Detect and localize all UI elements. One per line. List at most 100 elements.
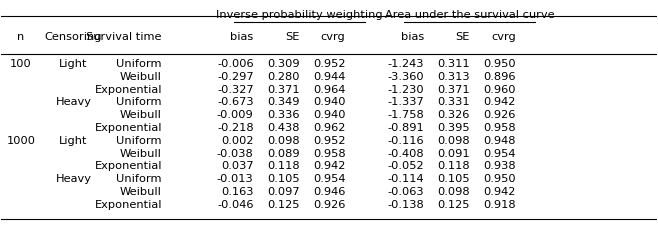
Text: 0.371: 0.371 [267,84,299,94]
Text: -0.218: -0.218 [217,122,253,132]
Text: 0.960: 0.960 [483,84,516,94]
Text: Weibull: Weibull [120,148,162,158]
Text: Heavy: Heavy [55,97,91,107]
Text: -0.297: -0.297 [217,71,253,81]
Text: 0.163: 0.163 [221,186,253,196]
Text: 0.954: 0.954 [313,173,345,183]
Text: 0.948: 0.948 [483,135,516,145]
Text: Light: Light [59,135,88,145]
Text: Survival time: Survival time [86,32,162,42]
Text: Uniform: Uniform [116,173,162,183]
Text: bias: bias [401,32,424,42]
Text: 0.958: 0.958 [313,148,345,158]
Text: -0.408: -0.408 [388,148,424,158]
Text: 0.942: 0.942 [484,186,516,196]
Text: 0.954: 0.954 [483,148,516,158]
Text: Exponential: Exponential [94,199,162,209]
Text: 0.125: 0.125 [267,199,299,209]
Text: 0.918: 0.918 [483,199,516,209]
Text: 0.958: 0.958 [483,122,516,132]
Text: Weibull: Weibull [120,110,162,120]
Text: 0.942: 0.942 [313,161,345,171]
Text: -0.052: -0.052 [388,161,424,171]
Text: 0.098: 0.098 [438,135,470,145]
Text: -1.337: -1.337 [388,97,424,107]
Text: -0.038: -0.038 [217,148,253,158]
Text: 0.946: 0.946 [313,186,345,196]
Text: 0.091: 0.091 [438,148,470,158]
Text: -1.243: -1.243 [388,59,424,69]
Text: 0.098: 0.098 [438,186,470,196]
Text: 0.118: 0.118 [267,161,299,171]
Text: 0.037: 0.037 [221,161,253,171]
Text: SE: SE [285,32,299,42]
Text: 0.926: 0.926 [313,199,345,209]
Text: Exponential: Exponential [94,161,162,171]
Text: 0.950: 0.950 [483,59,516,69]
Text: 0.097: 0.097 [267,186,299,196]
Text: -0.009: -0.009 [217,110,253,120]
Text: -0.673: -0.673 [217,97,253,107]
Text: 0.280: 0.280 [267,71,299,81]
Text: Area under the survival curve: Area under the survival curve [385,10,555,20]
Text: 100: 100 [10,59,32,69]
Text: 0.395: 0.395 [438,122,470,132]
Text: Exponential: Exponential [94,122,162,132]
Text: 0.331: 0.331 [438,97,470,107]
Text: -0.327: -0.327 [217,84,253,94]
Text: cvrg: cvrg [491,32,516,42]
Text: -0.891: -0.891 [388,122,424,132]
Text: Heavy: Heavy [55,173,91,183]
Text: 0.938: 0.938 [483,161,516,171]
Text: Uniform: Uniform [116,135,162,145]
Text: 0.002: 0.002 [221,135,253,145]
Text: 0.964: 0.964 [313,84,345,94]
Text: 0.125: 0.125 [438,199,470,209]
Text: 0.944: 0.944 [313,71,345,81]
Text: 0.952: 0.952 [313,59,345,69]
Text: 0.326: 0.326 [438,110,470,120]
Text: 0.371: 0.371 [438,84,470,94]
Text: Censoring: Censoring [45,32,102,42]
Text: 0.105: 0.105 [267,173,299,183]
Text: 0.896: 0.896 [483,71,516,81]
Text: 0.118: 0.118 [438,161,470,171]
Text: -3.360: -3.360 [388,71,424,81]
Text: 0.309: 0.309 [267,59,299,69]
Text: 0.336: 0.336 [267,110,299,120]
Text: cvrg: cvrg [320,32,345,42]
Text: 0.089: 0.089 [267,148,299,158]
Text: -0.006: -0.006 [217,59,253,69]
Text: 0.438: 0.438 [267,122,299,132]
Text: 0.942: 0.942 [484,97,516,107]
Text: Light: Light [59,59,88,69]
Text: -0.116: -0.116 [388,135,424,145]
Text: n: n [17,32,24,42]
Text: 0.105: 0.105 [438,173,470,183]
Text: Uniform: Uniform [116,97,162,107]
Text: Weibull: Weibull [120,186,162,196]
Text: Exponential: Exponential [94,84,162,94]
Text: -0.114: -0.114 [388,173,424,183]
Text: 0.952: 0.952 [313,135,345,145]
Text: 0.349: 0.349 [267,97,299,107]
Text: 0.940: 0.940 [313,110,345,120]
Text: Inverse probability weighting: Inverse probability weighting [216,10,383,20]
Text: 0.962: 0.962 [313,122,345,132]
Text: 1000: 1000 [7,135,36,145]
Text: 0.950: 0.950 [483,173,516,183]
Text: -0.138: -0.138 [388,199,424,209]
Text: 0.940: 0.940 [313,97,345,107]
Text: 0.098: 0.098 [267,135,299,145]
Text: -1.758: -1.758 [388,110,424,120]
Text: SE: SE [455,32,470,42]
Text: Uniform: Uniform [116,59,162,69]
Text: -1.230: -1.230 [388,84,424,94]
Text: 0.926: 0.926 [484,110,516,120]
Text: 0.311: 0.311 [438,59,470,69]
Text: 0.313: 0.313 [438,71,470,81]
Text: bias: bias [230,32,253,42]
Text: Weibull: Weibull [120,71,162,81]
Text: -0.013: -0.013 [217,173,253,183]
Text: -0.063: -0.063 [388,186,424,196]
